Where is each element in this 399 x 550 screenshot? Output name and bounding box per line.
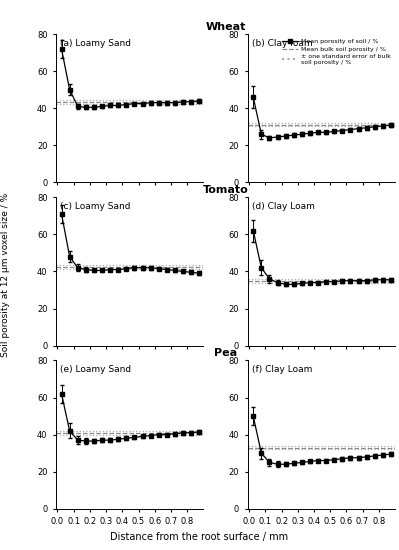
- Text: (d) Clay Loam: (d) Clay Loam: [252, 202, 315, 211]
- Text: Soil porosity at 12 μm voxel size / %: Soil porosity at 12 μm voxel size / %: [2, 193, 10, 357]
- Text: (e) Loamy Sand: (e) Loamy Sand: [60, 365, 131, 374]
- Text: (a) Loamy Sand: (a) Loamy Sand: [60, 39, 131, 47]
- Legend: Mean porosity of soil / %, Mean bulk soil porosity / %, ± one standard error of : Mean porosity of soil / %, Mean bulk soi…: [281, 37, 392, 66]
- Text: Tomato: Tomato: [203, 185, 248, 195]
- Text: (b) Clay loam: (b) Clay loam: [252, 39, 312, 47]
- Text: (f) Clay Loam: (f) Clay Loam: [252, 365, 312, 374]
- Text: Pea: Pea: [214, 348, 237, 358]
- Text: Distance from the root surface / mm: Distance from the root surface / mm: [111, 532, 288, 542]
- Text: (c) Loamy Sand: (c) Loamy Sand: [60, 202, 131, 211]
- Text: Wheat: Wheat: [205, 21, 246, 32]
